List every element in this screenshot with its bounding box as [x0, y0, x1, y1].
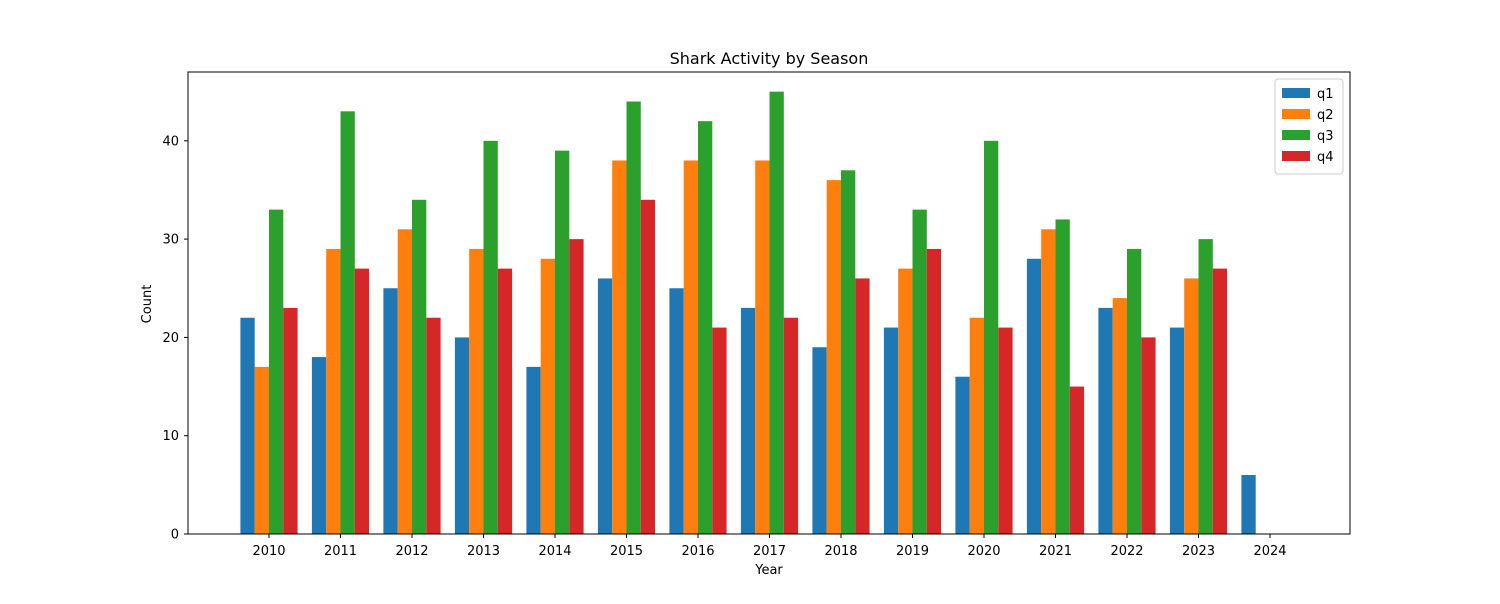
bar-q2-2018	[826, 180, 841, 534]
legend-swatch-q1	[1282, 88, 1310, 98]
bar-q1-2017	[740, 307, 756, 534]
legend-swatch-q2	[1282, 109, 1310, 119]
x-tick-label-2017: 2017	[753, 544, 786, 559]
y-tick-label-40: 40	[162, 134, 179, 149]
bar-q3-2016	[698, 121, 713, 535]
bar-q4-2011	[354, 268, 370, 534]
bar-q4-2010	[283, 307, 298, 534]
legend-label-q1: q1	[1317, 87, 1334, 102]
bar-q4-2020	[998, 327, 1013, 534]
bar-q3-2018	[841, 170, 856, 535]
x-tick-label-2014: 2014	[538, 544, 571, 559]
x-axis-label: Year	[754, 563, 783, 578]
bar-q2-2023	[1184, 278, 1199, 534]
x-tick-label-2018: 2018	[824, 544, 857, 559]
bar-q3-2023	[1198, 239, 1213, 535]
bar-q1-2020	[955, 376, 970, 534]
bar-q3-2019	[912, 209, 927, 534]
bar-q3-2010	[269, 209, 284, 534]
bar-q1-2022	[1098, 307, 1113, 534]
bar-q4-2014	[569, 239, 584, 535]
x-tick-label-2021: 2021	[1039, 544, 1072, 559]
bar-q3-2013	[483, 140, 498, 534]
bar-q3-2015	[626, 101, 641, 535]
bar-q4-2021	[1069, 386, 1085, 534]
bar-q3-2022	[1127, 248, 1142, 534]
chart-title: Shark Activity by Season	[670, 49, 869, 68]
bar-q2-2021	[1041, 229, 1056, 534]
bar-q2-2017	[755, 160, 770, 534]
bar-q1-2024	[1241, 475, 1256, 534]
y-tick-label-30: 30	[162, 233, 179, 248]
y-tick-label-20: 20	[162, 331, 179, 346]
bar-q2-2015	[612, 160, 627, 534]
bar-q3-2020	[984, 140, 999, 534]
bar-q1-2023	[1169, 327, 1185, 534]
bar-q4-2017	[783, 317, 799, 534]
bar-q1-2012	[383, 288, 398, 534]
bar-q2-2011	[326, 248, 341, 534]
bar-q1-2010	[240, 317, 255, 534]
x-tick-label-2015: 2015	[610, 544, 643, 559]
bar-q4-2013	[497, 268, 513, 534]
x-tick-label-2013: 2013	[467, 544, 500, 559]
bar-q4-2019	[926, 248, 942, 534]
bar-q1-2018	[812, 347, 827, 534]
x-axis: 2010 2011 2012 2013 2014 2015 2016 2017 2018 2019…	[252, 534, 1287, 559]
y-axis-label: Count	[140, 285, 155, 324]
bar-q1-2021	[1026, 258, 1042, 534]
bar-q4-2016	[712, 327, 727, 534]
bar-q4-2012	[426, 317, 441, 534]
legend-swatch-q3	[1282, 130, 1310, 140]
legend-frame	[1274, 78, 1344, 175]
x-tick-label-2024: 2024	[1253, 544, 1286, 559]
legend-label-q2: q2	[1317, 108, 1334, 123]
x-tick-label-2011: 2011	[324, 544, 357, 559]
bar-q4-2015	[640, 199, 656, 535]
bar-q1-2016	[669, 288, 684, 534]
bar-q1-2013	[454, 337, 470, 534]
y-axis: 0 10 20 30 40	[162, 134, 188, 543]
bar-q1-2019	[883, 327, 899, 534]
y-tick-label-0: 0	[171, 528, 179, 543]
x-tick-label-2019: 2019	[896, 544, 929, 559]
bar-q3-2012	[412, 199, 427, 535]
bar-q2-2010	[254, 366, 269, 534]
legend-swatch-q4	[1282, 151, 1310, 161]
bar-q2-2016	[683, 160, 698, 534]
bar-q4-2022	[1141, 337, 1156, 534]
legend: q1 q2 q3 q4	[1274, 78, 1344, 175]
x-tick-label-2020: 2020	[967, 544, 1000, 559]
x-tick-label-2012: 2012	[395, 544, 428, 559]
x-tick-label-2022: 2022	[1110, 544, 1143, 559]
bar-q2-2014	[540, 258, 555, 534]
bar-q4-2023	[1212, 268, 1228, 534]
x-tick-label-2016: 2016	[681, 544, 714, 559]
legend-label-q3: q3	[1317, 129, 1334, 144]
bar-q2-2013	[469, 248, 484, 534]
bar-q2-2012	[397, 229, 412, 534]
bar-q3-2017	[769, 91, 784, 534]
y-tick-label-10: 10	[162, 429, 179, 444]
bar-q2-2019	[898, 268, 913, 534]
legend-label-q4: q4	[1317, 150, 1334, 165]
bar-q1-2015	[597, 278, 613, 534]
bar-q3-2011	[340, 111, 355, 534]
bar-q2-2020	[969, 317, 984, 534]
bar-q1-2011	[311, 357, 327, 534]
x-tick-label-2023: 2023	[1182, 544, 1215, 559]
bar-q1-2014	[526, 366, 541, 534]
bar-q3-2021	[1055, 219, 1070, 534]
bar-q2-2022	[1112, 298, 1127, 534]
bar-q4-2018	[855, 278, 870, 534]
bar-q3-2014	[555, 150, 570, 534]
bars-layer	[240, 91, 1256, 535]
x-tick-label-2010: 2010	[252, 544, 285, 559]
